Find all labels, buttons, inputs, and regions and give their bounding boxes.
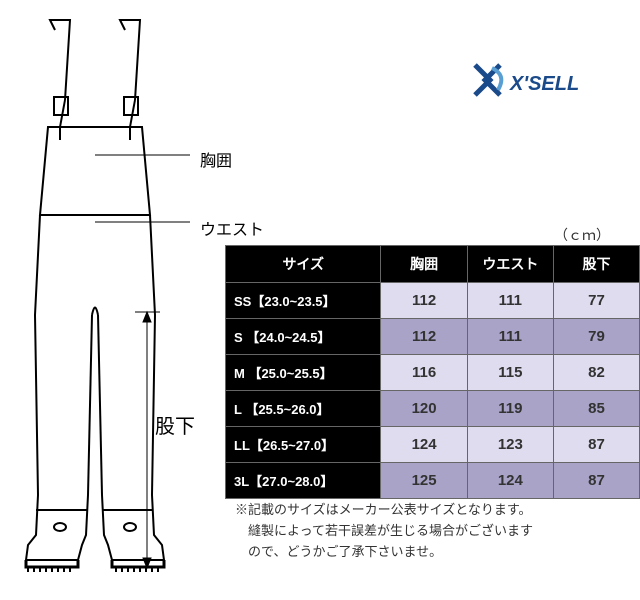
inseam-label: 股下 — [155, 410, 195, 439]
sizing-chart: X'SELL — [0, 0, 640, 600]
table-row: M 【25.0~25.5】 116 115 82 — [226, 355, 640, 391]
col-inseam: 股下 — [553, 246, 639, 283]
col-chest: 胸囲 — [381, 246, 467, 283]
col-waist: ウエスト — [467, 246, 553, 283]
chest-label: 胸囲 — [200, 147, 232, 171]
table-row: LL【26.5~27.0】 124 123 87 — [226, 427, 640, 463]
note-line: ので、どうかご了承下さいませ。 — [235, 542, 635, 563]
logo-text: X'SELL — [509, 73, 579, 95]
inseam-dimension — [135, 310, 165, 575]
size-table: サイズ 胸囲 ウエスト 股下 SS【23.0~23.5】 112 111 77 … — [225, 245, 640, 499]
waist-label: ウエスト — [200, 216, 264, 240]
footnote: ※記載のサイズはメーカー公表サイズとなります。 縫製によって若干誤差が生じる場合… — [235, 500, 635, 562]
unit-label: （ｃｍ） — [554, 225, 610, 245]
table-row: 3L【27.0~28.0】 125 124 87 — [226, 463, 640, 499]
table-header-row: サイズ 胸囲 ウエスト 股下 — [226, 246, 640, 283]
wader-diagram — [10, 15, 210, 590]
note-line: ※記載のサイズはメーカー公表サイズとなります。 — [235, 500, 635, 521]
col-size: サイズ — [226, 246, 381, 283]
table-row: S 【24.0~24.5】 112 111 79 — [226, 319, 640, 355]
table-row: SS【23.0~23.5】 112 111 77 — [226, 283, 640, 319]
note-line: 縫製によって若干誤差が生じる場合がございます — [235, 521, 635, 542]
table-row: L 【25.5~26.0】 120 119 85 — [226, 391, 640, 427]
brand-logo: X'SELL — [470, 60, 600, 115]
